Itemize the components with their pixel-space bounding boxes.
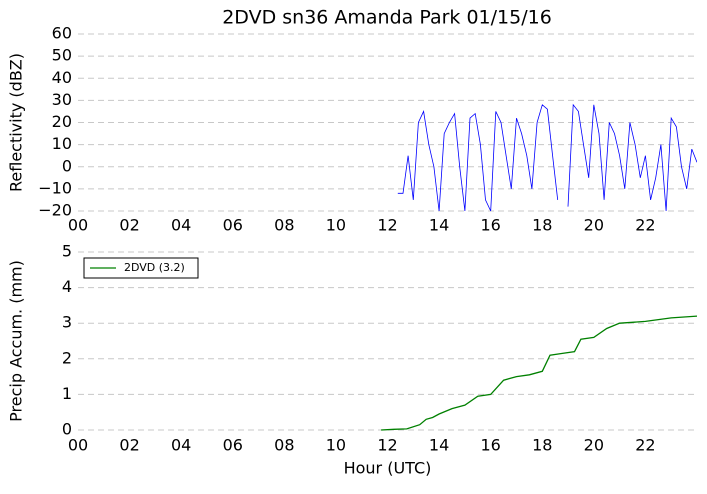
x-tick-label: 14 (429, 216, 449, 235)
x-tick-label: 12 (377, 216, 397, 235)
x-tick-label: 08 (274, 436, 294, 455)
x-tick-label: 08 (274, 216, 294, 235)
x-tick-label: 22 (635, 216, 655, 235)
y-axis-label: Reflectivity (dBZ) (7, 53, 26, 192)
x-tick-label: 12 (377, 436, 397, 455)
x-tick-label: 10 (326, 436, 346, 455)
x-tick-label: 18 (532, 216, 552, 235)
x-tick-label: 02 (119, 216, 139, 235)
y-tick-label: 40 (52, 68, 72, 87)
x-tick-label: 20 (584, 436, 604, 455)
legend-box (83, 257, 199, 279)
x-tick-label: 00 (68, 436, 88, 455)
x-tick-label: 20 (584, 216, 604, 235)
y-tick-label: 1 (62, 384, 72, 403)
y-tick-label: 10 (52, 134, 72, 153)
y-tick-label: 20 (52, 112, 72, 131)
y-tick-label: 5 (62, 242, 72, 261)
x-tick-label: 22 (635, 436, 655, 455)
y-tick-label: 0 (62, 420, 72, 439)
legend-label: 2DVD (3.2) (124, 261, 185, 274)
y-tick-label: 60 (52, 24, 72, 43)
x-tick-label: 16 (480, 436, 500, 455)
x-tick-label: 06 (223, 216, 243, 235)
chart-title: 2DVD sn36 Amanda Park 01/15/16 (222, 7, 552, 29)
line (381, 315, 697, 431)
y-tick-label: 50 (52, 46, 72, 65)
x-tick-label: 16 (480, 216, 500, 235)
y-tick-label: 4 (62, 277, 72, 296)
y-tick-label: 0 (62, 156, 72, 175)
x-axis-label: Hour (UTC) (344, 459, 432, 478)
x-tick-label: 10 (326, 216, 346, 235)
x-tick-label: 04 (171, 436, 191, 455)
x-tick-label: 06 (223, 436, 243, 455)
y-tick-label: 2 (62, 348, 72, 367)
y-tick-label: −10 (38, 178, 72, 197)
x-tick-label: 00 (68, 216, 88, 235)
line (397, 103, 697, 212)
y-tick-label: −20 (38, 201, 72, 220)
x-tick-label: 02 (119, 436, 139, 455)
y-tick-label: 30 (52, 90, 72, 109)
x-tick-label: 18 (532, 436, 552, 455)
y-tick-label: 3 (62, 313, 72, 332)
y-axis-label: Precip Accum. (mm) (7, 260, 26, 422)
x-tick-label: 04 (171, 216, 191, 235)
x-tick-label: 14 (429, 436, 449, 455)
